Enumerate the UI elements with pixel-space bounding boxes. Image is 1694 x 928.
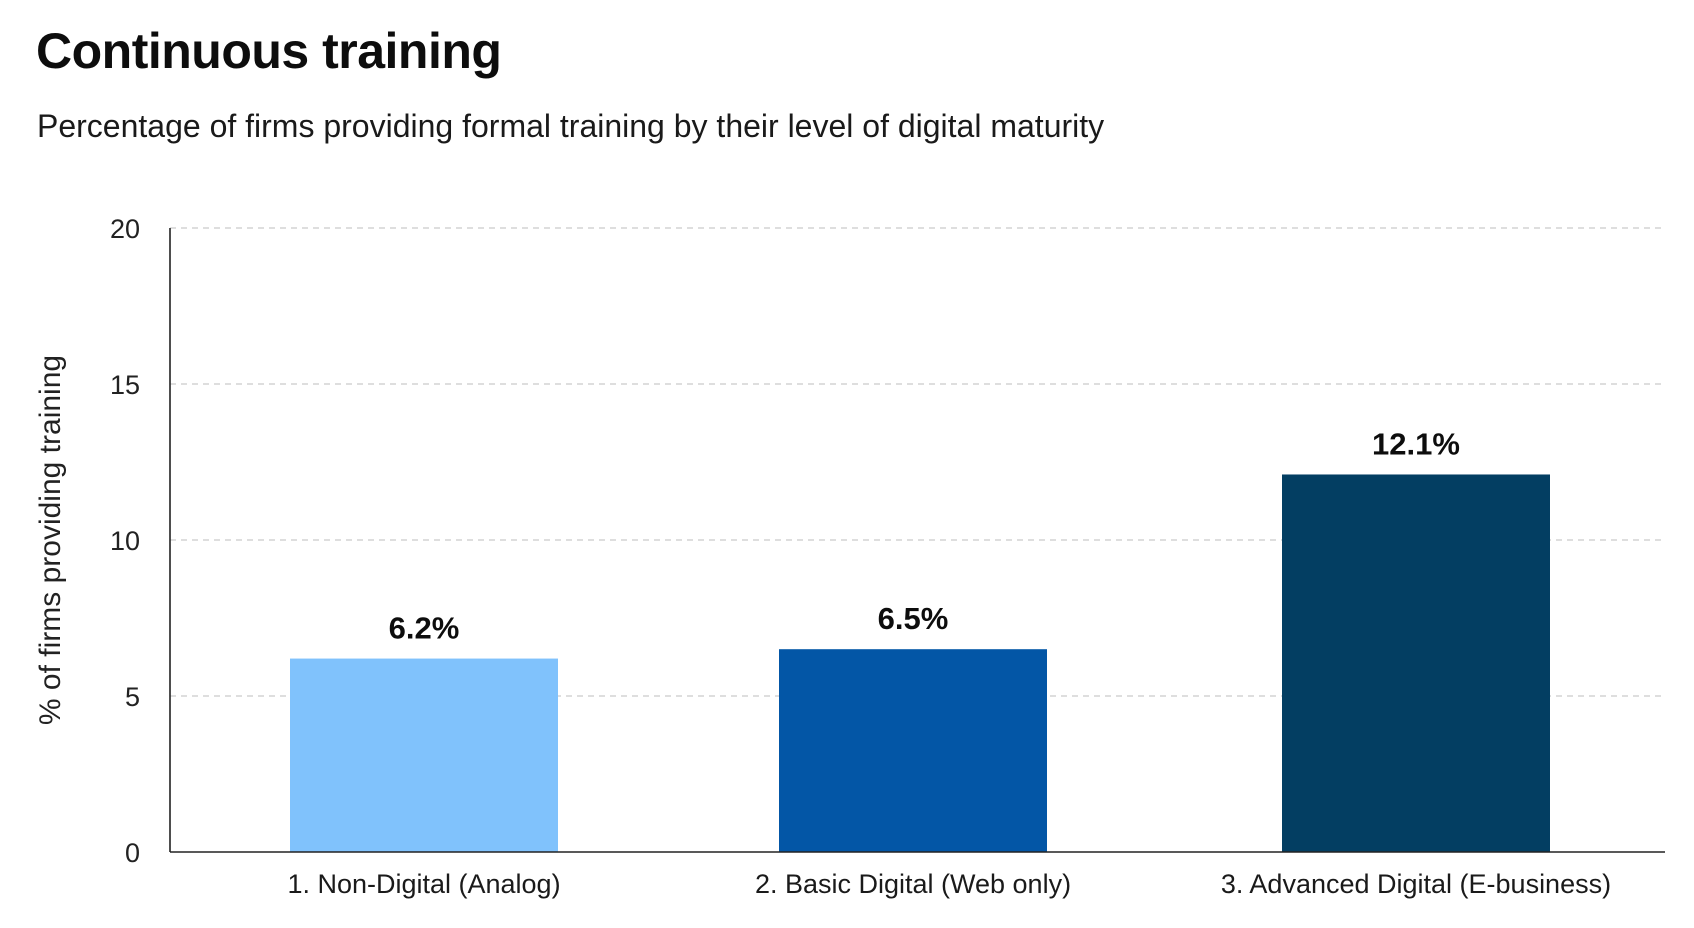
category-label-3: 3. Advanced Digital (E-business) (1221, 869, 1611, 899)
y-tick-label: 20 (110, 214, 140, 244)
data-label-1: 6.2% (389, 611, 460, 646)
y-tick-label: 0 (125, 838, 140, 868)
data-label-2: 6.5% (878, 601, 949, 636)
bar-1 (290, 658, 558, 852)
labels: 0 5 10 15 20 6.2% 1. Non-Digital (Analog) 6.5% 2… (34, 214, 1611, 899)
bars (290, 474, 1550, 852)
bar-3 (1282, 474, 1550, 852)
y-tick-label: 5 (125, 682, 140, 712)
data-label-3: 12.1% (1372, 426, 1460, 461)
category-label-2: 2. Basic Digital (Web only) (755, 869, 1071, 899)
bar-2 (779, 649, 1047, 852)
axes (169, 228, 1665, 853)
chart-subtitle: Percentage of firms providing formal tra… (37, 108, 1105, 144)
chart-title: Continuous training (36, 23, 502, 79)
y-axis-title: % of firms providing training (34, 355, 67, 725)
y-tick-label: 15 (110, 370, 140, 400)
y-tick-label: 10 (110, 526, 140, 556)
category-label-1: 1. Non-Digital (Analog) (287, 869, 560, 899)
